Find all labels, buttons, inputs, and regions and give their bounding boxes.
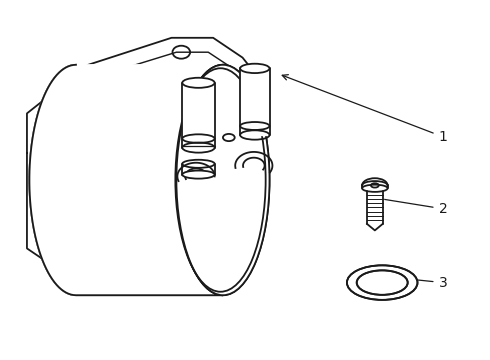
Polygon shape bbox=[27, 38, 260, 275]
Polygon shape bbox=[367, 224, 383, 230]
Polygon shape bbox=[367, 191, 383, 224]
Polygon shape bbox=[29, 65, 223, 295]
Ellipse shape bbox=[357, 270, 408, 295]
Ellipse shape bbox=[182, 171, 215, 179]
Ellipse shape bbox=[182, 78, 215, 88]
Polygon shape bbox=[182, 83, 215, 148]
Ellipse shape bbox=[240, 64, 270, 73]
Text: 1: 1 bbox=[282, 75, 447, 144]
Ellipse shape bbox=[176, 65, 270, 295]
Text: 3: 3 bbox=[377, 274, 447, 289]
Ellipse shape bbox=[176, 65, 270, 295]
Ellipse shape bbox=[362, 185, 388, 192]
Text: 2: 2 bbox=[368, 195, 447, 216]
Polygon shape bbox=[240, 68, 270, 135]
Ellipse shape bbox=[347, 265, 417, 300]
Ellipse shape bbox=[362, 181, 388, 190]
Polygon shape bbox=[29, 65, 223, 295]
